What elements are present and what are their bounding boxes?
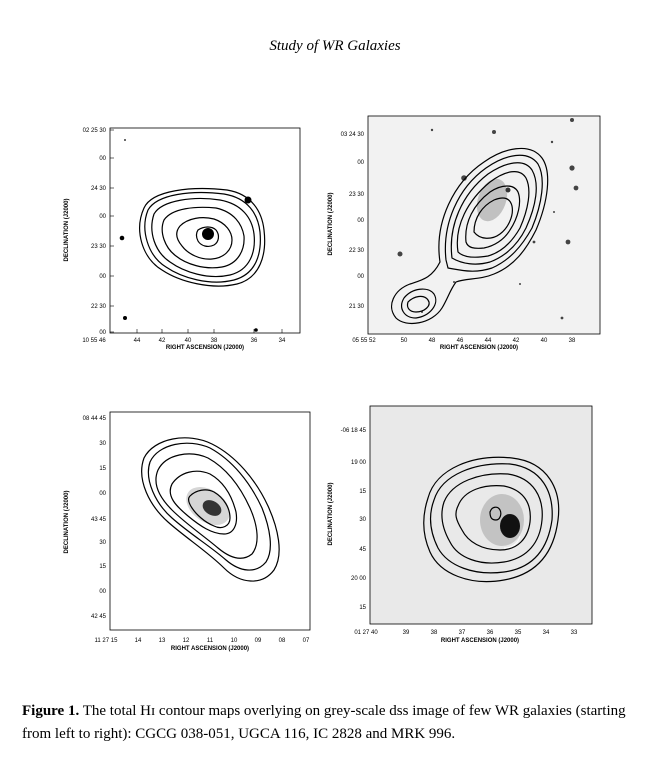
running-title: Study of WR Galaxies <box>269 38 401 54</box>
ra-tick-label: 38 <box>569 338 576 344</box>
ra-tick-label: 50 <box>401 338 408 344</box>
dec-tick-label: 00 <box>357 274 364 280</box>
ra-axis: 10 55 46 44 42 40 38 36 34 <box>82 329 286 344</box>
dec-tick-label: 24 30 <box>91 186 107 192</box>
hi-contours <box>139 188 266 287</box>
ra-tick-label: 33 <box>571 630 578 636</box>
ra-tick-label: 10 55 46 <box>82 338 106 344</box>
dec-tick-label: 30 <box>99 540 106 546</box>
ra-tick-label: 40 <box>185 338 192 344</box>
dec-tick-label: 21 30 <box>349 304 365 310</box>
dec-tick-label: 00 <box>99 274 106 280</box>
dec-tick-label: 00 <box>99 156 106 162</box>
contour-panel-mrk-996: -06 18 45 19 00 15 30 45 20 00 15 01 27 … <box>324 402 614 652</box>
dec-tick-label: 22 30 <box>349 248 365 254</box>
ra-tick-label: 40 <box>541 338 548 344</box>
ra-tick-label: 38 <box>211 338 218 344</box>
dec-axis: 02 25 30 00 24 30 00 23 30 00 22 30 00 <box>83 128 114 336</box>
hi-contours <box>423 456 560 583</box>
dec-tick-label: 00 <box>99 491 106 497</box>
ra-tick-label: 01 27 40 <box>354 630 378 636</box>
ra-tick-label: 44 <box>134 338 141 344</box>
ra-tick-label: 38 <box>431 630 438 636</box>
ra-tick-label: 39 <box>403 630 410 636</box>
ra-tick-label: 46 <box>457 338 464 344</box>
hi-contours <box>391 147 549 325</box>
figure-label: Figure 1. <box>22 703 80 719</box>
dec-axis: -06 18 45 19 00 15 30 45 20 00 15 <box>341 428 367 611</box>
dec-axis: 08 44 45 30 15 00 43 45 30 15 00 42 45 <box>83 416 107 620</box>
ra-tick-label: 14 <box>135 638 142 644</box>
ra-axis: 11 27 15 14 13 12 11 10 09 08 07 <box>95 638 310 644</box>
y-axis-label: DECLINATION (J2000) <box>64 199 70 262</box>
ra-axis: 05 55 52 50 48 46 44 42 40 38 <box>352 338 576 344</box>
dec-tick-label: 30 <box>99 441 106 447</box>
dec-tick-label: 03 24 30 <box>341 132 365 138</box>
dec-tick-label: 02 25 30 <box>83 128 107 134</box>
ra-tick-label: 36 <box>251 338 258 344</box>
dec-tick-label: 43 45 <box>91 517 107 523</box>
dec-tick-label: 00 <box>99 330 106 336</box>
contour-panel-ic-2828: 08 44 45 30 15 00 43 45 30 15 00 42 45 1… <box>62 410 322 660</box>
ra-tick-label: 09 <box>255 638 262 644</box>
dec-tick-label: 00 <box>99 589 106 595</box>
dec-tick-label: 45 <box>359 547 366 553</box>
ra-tick-label: 08 <box>279 638 286 644</box>
y-axis-label: DECLINATION (J2000) <box>64 491 70 554</box>
dec-tick-label: 30 <box>359 517 366 523</box>
x-axis-label: RIGHT ASCENSION (J2000) <box>440 345 518 351</box>
y-axis-label: DECLINATION (J2000) <box>328 193 334 256</box>
dec-tick-label: 23 30 <box>91 244 107 250</box>
figure-caption-text: The total Hɪ contour maps overlying on g… <box>22 703 626 742</box>
ra-tick-label: 34 <box>279 338 286 344</box>
ra-tick-label: 13 <box>159 638 166 644</box>
ra-tick-label: 10 <box>231 638 238 644</box>
dec-tick-label: 00 <box>357 160 364 166</box>
ra-tick-label: 42 <box>513 338 520 344</box>
x-axis-label: RIGHT ASCENSION (J2000) <box>441 638 519 644</box>
ra-tick-label: 35 <box>515 630 522 636</box>
ra-axis: 01 27 40 39 38 37 36 35 34 33 <box>354 630 578 636</box>
dec-tick-label: 08 44 45 <box>83 416 107 422</box>
dec-tick-label: 15 <box>99 466 106 472</box>
dec-tick-label: 15 <box>359 489 366 495</box>
y-axis-label: DECLINATION (J2000) <box>328 483 334 546</box>
dec-tick-label: -06 18 45 <box>341 428 367 434</box>
ra-tick-label: 48 <box>429 338 436 344</box>
figure-caption: Figure 1. The total Hɪ contour maps over… <box>22 700 647 746</box>
ra-tick-label: 34 <box>543 630 550 636</box>
ra-tick-label: 37 <box>459 630 466 636</box>
ra-tick-label: 12 <box>183 638 190 644</box>
contour-map: 02 25 30 00 24 30 00 23 30 00 22 30 00 1… <box>64 127 301 351</box>
dec-tick-label: 42 45 <box>91 614 107 620</box>
dec-tick-label: 15 <box>99 564 106 570</box>
dec-tick-label: 22 30 <box>91 304 107 310</box>
contour-map: -06 18 45 19 00 15 30 45 20 00 15 01 27 … <box>328 405 593 644</box>
x-axis-label: RIGHT ASCENSION (J2000) <box>171 646 249 652</box>
ra-tick-label: 05 55 52 <box>352 338 376 344</box>
dec-tick-label: 15 <box>359 605 366 611</box>
dec-tick-label: 23 30 <box>349 192 365 198</box>
ra-tick-label: 07 <box>303 638 310 644</box>
contour-map: 03 24 30 00 23 30 00 22 30 00 21 30 05 5… <box>328 115 601 351</box>
dec-tick-label: 20 00 <box>351 576 367 582</box>
hi-contours <box>141 437 280 582</box>
ra-tick-label: 42 <box>159 338 166 344</box>
dec-axis: 03 24 30 00 23 30 00 22 30 00 21 30 <box>341 132 365 310</box>
contour-panel-cgcg-038-051: 02 25 30 00 24 30 00 23 30 00 22 30 00 1… <box>62 120 312 360</box>
dec-tick-label: 00 <box>357 218 364 224</box>
contour-map: 08 44 45 30 15 00 43 45 30 15 00 42 45 1… <box>64 411 311 652</box>
ra-tick-label: 36 <box>487 630 494 636</box>
ra-tick-label: 11 27 15 <box>95 638 119 644</box>
x-axis-label: RIGHT ASCENSION (J2000) <box>166 345 244 351</box>
ra-tick-label: 44 <box>485 338 492 344</box>
dec-tick-label: 19 00 <box>351 460 367 466</box>
ra-tick-label: 11 <box>207 638 214 644</box>
dec-tick-label: 00 <box>99 214 106 220</box>
contour-panel-ugca-116: 03 24 30 00 23 30 00 22 30 00 21 30 05 5… <box>324 112 614 352</box>
